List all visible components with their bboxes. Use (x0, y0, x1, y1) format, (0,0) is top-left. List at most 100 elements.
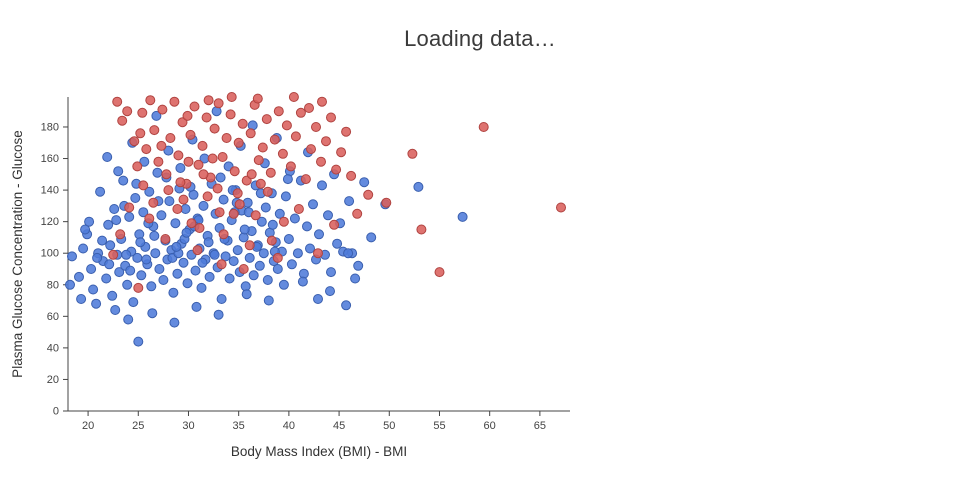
data-point-outcome-negative[interactable] (114, 267, 125, 278)
data-point-outcome-negative[interactable] (65, 279, 75, 290)
data-point-outcome-positive[interactable] (202, 191, 213, 202)
data-point-outcome-positive[interactable] (352, 208, 363, 219)
data-point-outcome-positive[interactable] (160, 234, 171, 244)
data-point-outcome-positive[interactable] (122, 106, 133, 117)
data-point-outcome-negative[interactable] (220, 251, 231, 262)
data-point-outcome-positive[interactable] (216, 259, 227, 270)
data-point-outcome-positive[interactable] (381, 197, 392, 208)
data-point-outcome-positive[interactable] (185, 129, 196, 140)
data-point-outcome-negative[interactable] (151, 110, 162, 121)
data-point-outcome-negative[interactable] (203, 237, 214, 248)
data-point-outcome-negative[interactable] (209, 249, 220, 260)
data-point-outcome-negative[interactable] (84, 216, 95, 227)
data-point-outcome-negative[interactable] (104, 259, 115, 270)
data-point-outcome-negative[interactable] (133, 336, 144, 347)
data-point-outcome-positive[interactable] (217, 152, 228, 162)
data-point-outcome-negative[interactable] (95, 186, 106, 197)
data-point-outcome-negative[interactable] (158, 275, 169, 285)
data-point-outcome-negative[interactable] (239, 224, 250, 235)
data-point-outcome-negative[interactable] (80, 224, 91, 235)
data-point-outcome-negative[interactable] (147, 308, 158, 319)
data-point-outcome-negative[interactable] (353, 260, 364, 271)
data-point-outcome-positive[interactable] (238, 264, 249, 274)
data-point-outcome-negative[interactable] (163, 145, 174, 156)
data-point-outcome-positive[interactable] (144, 213, 155, 224)
data-point-outcome-positive[interactable] (288, 92, 299, 102)
data-point-outcome-negative[interactable] (242, 197, 253, 208)
data-point-outcome-negative[interactable] (198, 200, 209, 211)
data-point-outcome-positive[interactable] (331, 164, 342, 175)
data-point-outcome-positive[interactable] (183, 156, 194, 167)
data-point-outcome-negative[interactable] (128, 297, 139, 308)
data-point-outcome-positive[interactable] (182, 110, 193, 121)
data-point-outcome-negative[interactable] (138, 207, 149, 218)
data-point-outcome-positive[interactable] (232, 188, 243, 199)
data-point-outcome-negative[interactable] (343, 248, 354, 259)
data-point-outcome-positive[interactable] (157, 104, 168, 115)
data-point-outcome-positive[interactable] (175, 177, 186, 188)
data-point-outcome-negative[interactable] (154, 264, 165, 274)
data-point-outcome-negative[interactable] (136, 270, 147, 281)
data-point-outcome-negative[interactable] (111, 215, 122, 226)
data-point-outcome-negative[interactable] (263, 295, 274, 306)
data-point-outcome-positive[interactable] (250, 210, 261, 221)
data-point-outcome-negative[interactable] (228, 256, 239, 267)
data-point-outcome-positive[interactable] (194, 223, 205, 233)
data-point-outcome-positive[interactable] (246, 169, 257, 180)
data-point-outcome-positive[interactable] (149, 125, 160, 136)
data-point-outcome-negative[interactable] (283, 234, 294, 244)
data-point-outcome-negative[interactable] (258, 248, 269, 259)
data-point-outcome-negative[interactable] (150, 248, 161, 259)
data-point-outcome-positive[interactable] (124, 202, 135, 213)
data-point-outcome-negative[interactable] (262, 275, 273, 285)
data-point-outcome-negative[interactable] (91, 298, 102, 309)
data-point-outcome-negative[interactable] (224, 273, 235, 284)
data-point-outcome-negative[interactable] (248, 270, 259, 281)
data-point-outcome-positive[interactable] (138, 180, 149, 191)
data-point-outcome-negative[interactable] (256, 216, 267, 227)
data-point-outcome-positive[interactable] (226, 92, 237, 102)
data-point-outcome-negative[interactable] (171, 241, 182, 252)
data-point-outcome-positive[interactable] (112, 96, 123, 107)
data-point-outcome-negative[interactable] (113, 166, 124, 177)
data-point-outcome-positive[interactable] (556, 202, 566, 213)
data-point-outcome-negative[interactable] (101, 273, 112, 284)
data-point-outcome-negative[interactable] (164, 196, 175, 207)
data-point-outcome-negative[interactable] (191, 301, 202, 312)
data-point-outcome-positive[interactable] (255, 178, 266, 189)
data-point-outcome-negative[interactable] (110, 305, 121, 315)
data-point-outcome-negative[interactable] (103, 219, 114, 230)
data-point-outcome-positive[interactable] (363, 189, 374, 200)
data-point-outcome-negative[interactable] (313, 294, 323, 304)
data-point-outcome-positive[interactable] (198, 169, 209, 180)
data-point-outcome-positive[interactable] (306, 144, 316, 155)
data-point-outcome-positive[interactable] (161, 169, 172, 180)
data-point-outcome-negative[interactable] (366, 232, 377, 243)
data-point-outcome-positive[interactable] (209, 123, 220, 134)
data-point-outcome-negative[interactable] (292, 248, 303, 259)
data-point-outcome-positive[interactable] (115, 229, 126, 240)
data-point-outcome-positive[interactable] (313, 248, 323, 259)
data-point-outcome-negative[interactable] (141, 254, 152, 265)
data-point-outcome-negative[interactable] (278, 279, 289, 290)
data-point-outcome-positive[interactable] (290, 131, 301, 142)
data-point-outcome-negative[interactable] (350, 273, 361, 284)
data-point-outcome-positive[interactable] (129, 136, 140, 147)
data-point-outcome-negative[interactable] (308, 199, 318, 210)
data-point-outcome-positive[interactable] (193, 159, 204, 170)
data-point-outcome-negative[interactable] (105, 240, 116, 251)
data-point-outcome-positive[interactable] (278, 216, 289, 227)
data-point-outcome-positive[interactable] (317, 96, 327, 107)
data-point-outcome-negative[interactable] (88, 284, 99, 295)
data-point-outcome-negative[interactable] (326, 267, 336, 278)
data-point-outcome-positive[interactable] (133, 282, 144, 293)
data-point-outcome-negative[interactable] (325, 286, 335, 297)
data-point-outcome-positive[interactable] (285, 161, 296, 172)
data-point-outcome-positive[interactable] (229, 166, 240, 177)
data-point-outcome-positive[interactable] (169, 96, 180, 107)
data-point-outcome-negative[interactable] (97, 235, 108, 246)
data-point-outcome-negative[interactable] (78, 243, 89, 254)
data-point-outcome-positive[interactable] (117, 115, 128, 126)
data-point-outcome-positive[interactable] (262, 186, 273, 197)
data-point-outcome-negative[interactable] (314, 229, 324, 240)
